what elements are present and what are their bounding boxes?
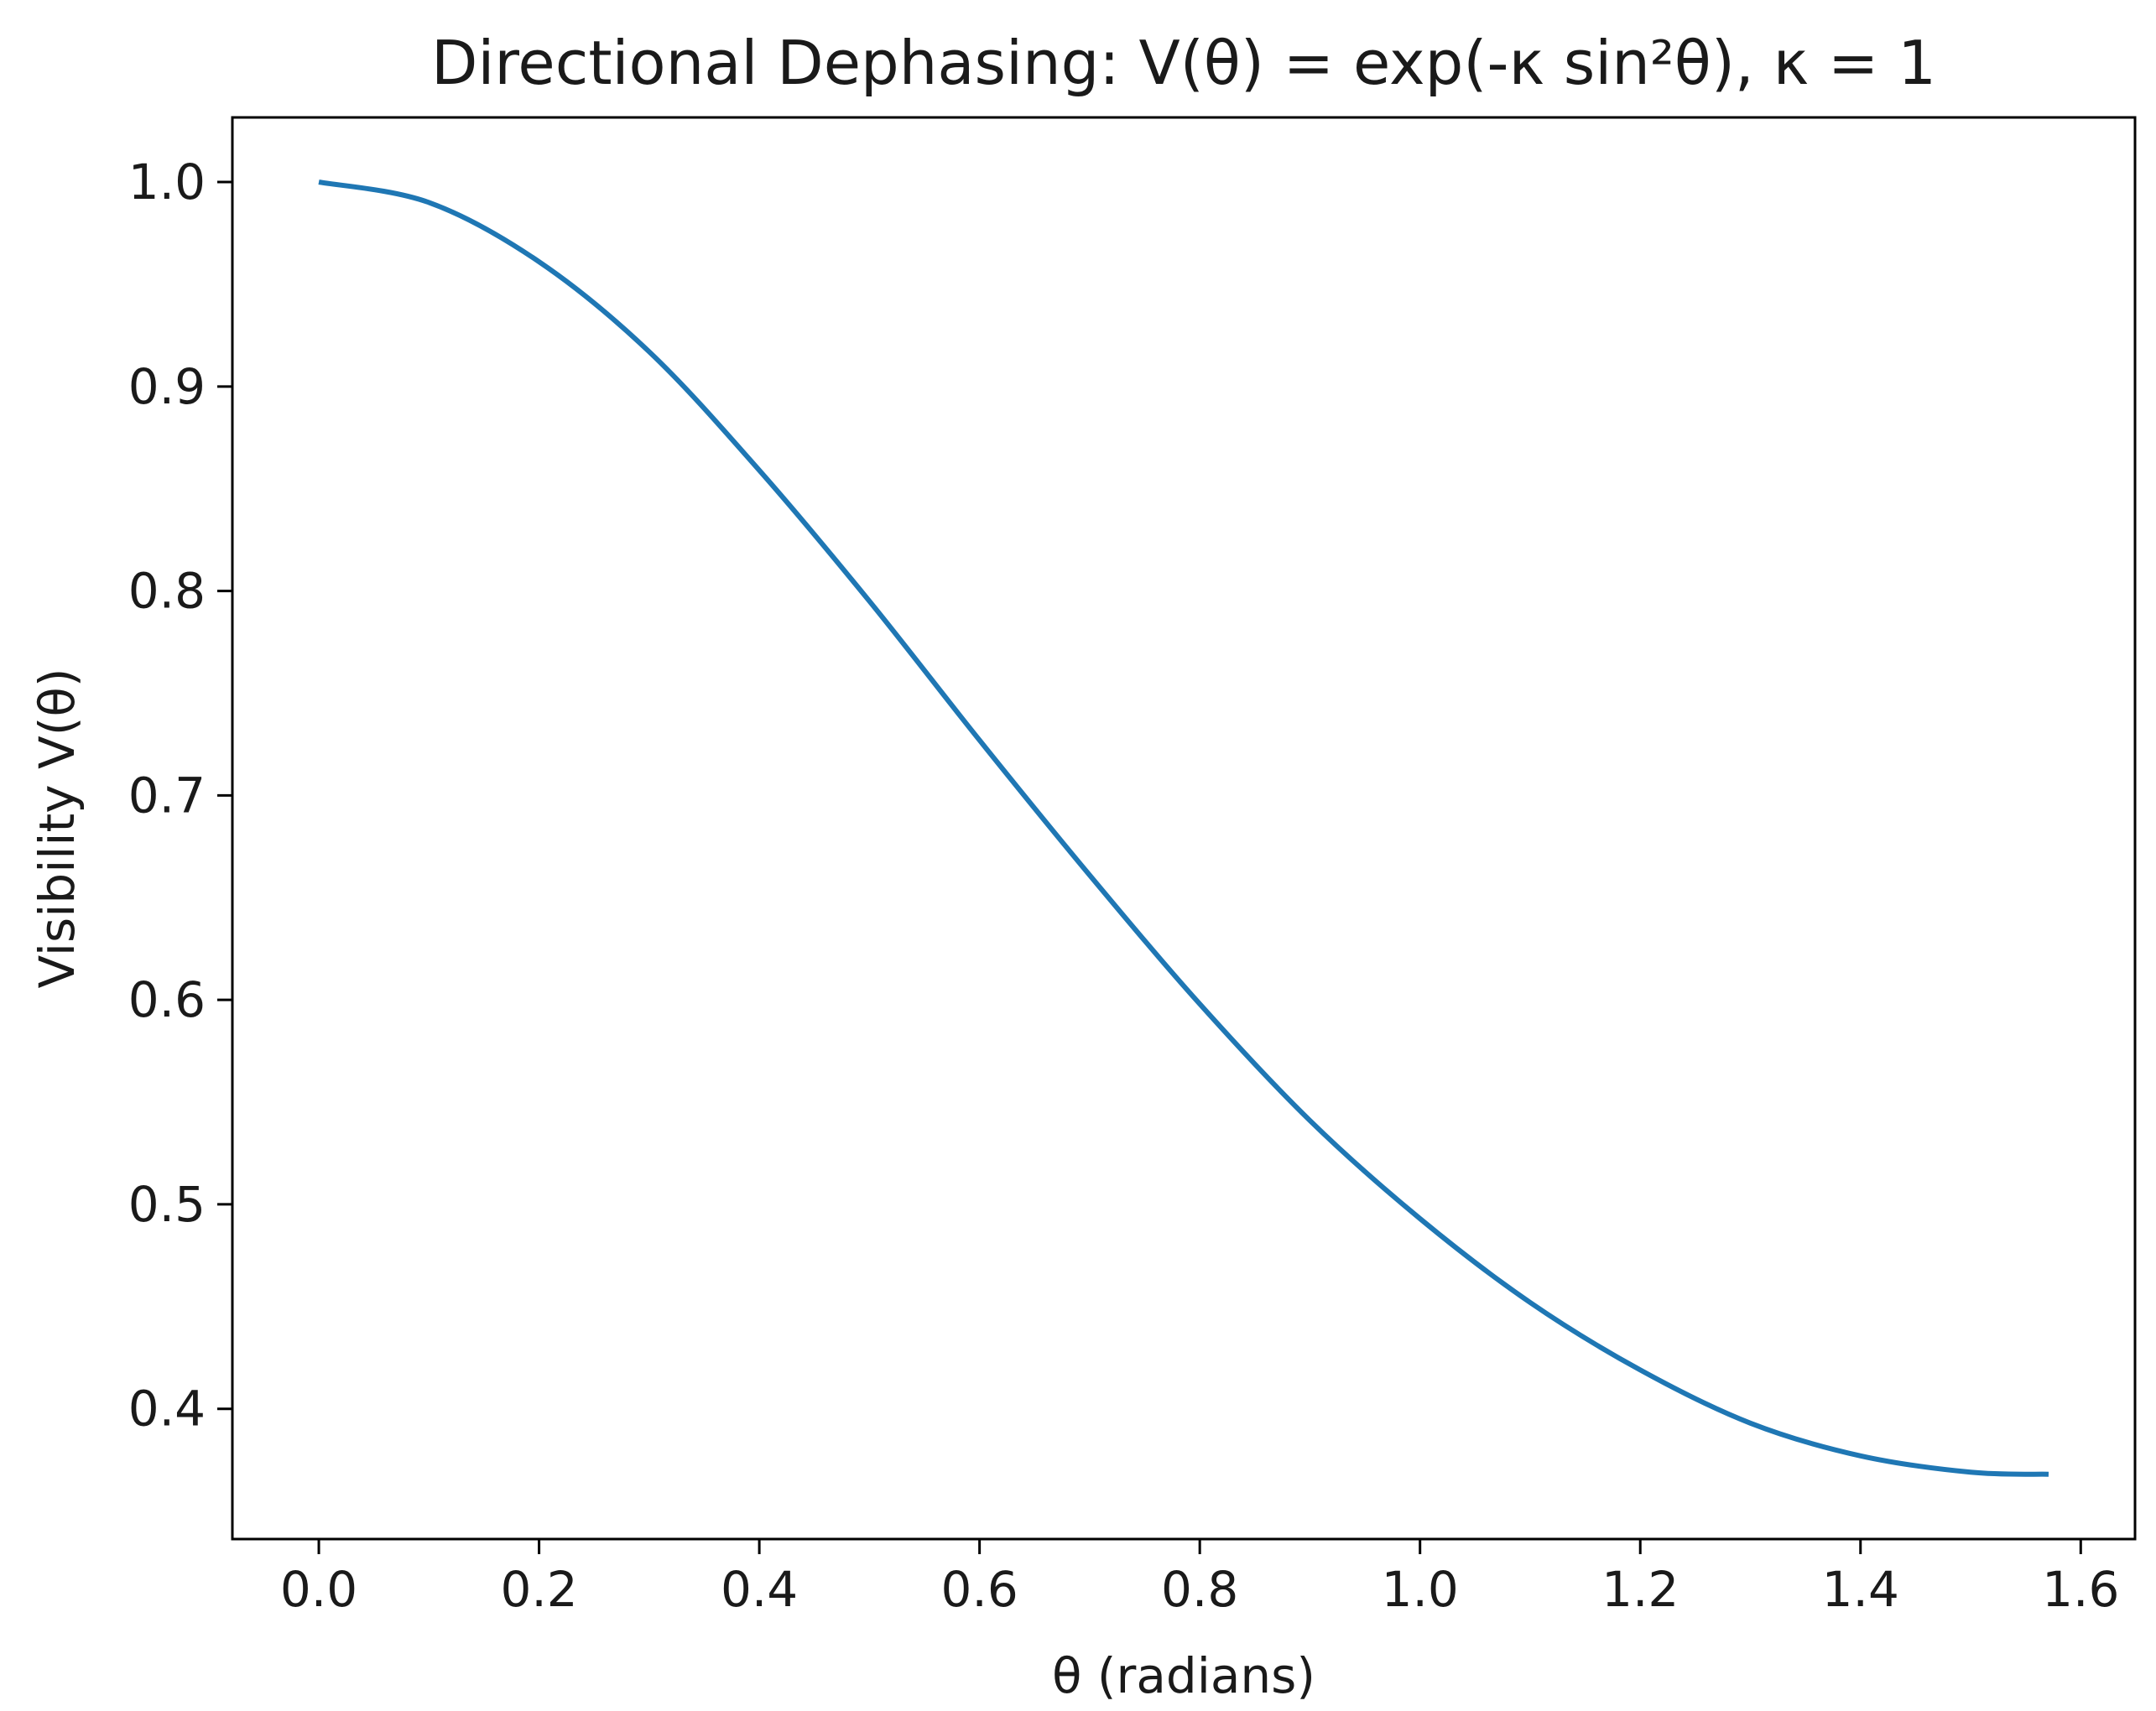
x-axis-label: θ (radians) — [1052, 1647, 1315, 1704]
x-tick-label: 0.4 — [721, 1561, 798, 1618]
x-tick-label: 1.2 — [1601, 1561, 1679, 1618]
x-tick-label: 0.6 — [941, 1561, 1018, 1618]
x-tick-label: 1.4 — [1822, 1561, 1899, 1618]
y-axis-label: Visibility V(θ) — [29, 668, 86, 989]
y-tick-label: 0.7 — [128, 767, 206, 824]
axes-frame — [231, 116, 2137, 1541]
x-tick-label: 1.0 — [1382, 1561, 1459, 1618]
y-axis: 0.4 0.5 0.6 0.7 0.8 0.9 1.0 — [128, 153, 232, 1438]
y-tick-label: 0.5 — [128, 1176, 206, 1233]
x-tick-label: 0.8 — [1161, 1561, 1238, 1618]
x-axis: 0.0 0.2 0.4 0.6 0.8 1.0 1.2 1.4 1.6 — [280, 1539, 2119, 1618]
y-tick-label: 1.0 — [128, 153, 206, 211]
x-tick-label: 0.2 — [500, 1561, 577, 1618]
y-tick-label: 0.8 — [128, 563, 206, 620]
series-line — [318, 179, 2049, 1477]
y-tick-label: 0.4 — [128, 1381, 206, 1438]
plot-area — [318, 179, 2049, 1477]
x-tick-label: 0.0 — [280, 1561, 357, 1618]
x-tick-label: 1.6 — [2042, 1561, 2119, 1618]
chart-title: Directional Dephasing: V(θ) = exp(-κ sin… — [431, 28, 1936, 98]
y-tick-label: 0.6 — [128, 971, 206, 1028]
y-tick-label: 0.9 — [128, 358, 206, 415]
